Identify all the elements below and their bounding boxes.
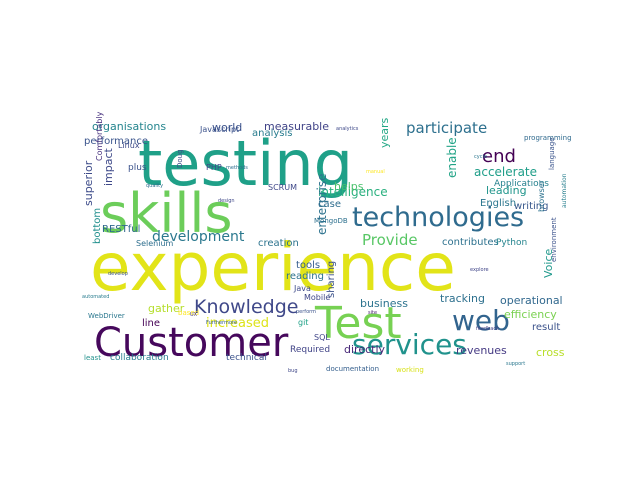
word-contributes: contributes: [442, 237, 499, 248]
word-creation: creation: [258, 238, 299, 249]
word-develop: develop: [108, 271, 128, 277]
word-doug: Doug: [176, 149, 184, 168]
word-performance: performance: [84, 136, 148, 147]
word-methods: methods: [226, 165, 248, 171]
word-analysis: analysis: [252, 128, 293, 139]
word-working: working: [396, 366, 424, 374]
word-enable: enable: [445, 137, 459, 178]
word-efficiency: efficiency: [504, 308, 557, 321]
word-accelerate: accelerate: [474, 165, 537, 179]
word-gather: gather: [148, 302, 185, 315]
word-browser: browser: [537, 179, 546, 212]
word-tracking: tracking: [440, 292, 485, 305]
word-sharing: sharing: [326, 261, 337, 298]
word-intelligence: intelligence: [318, 185, 388, 199]
word-writing: writing: [514, 201, 548, 212]
word-based: based: [178, 309, 199, 317]
word-design: design: [218, 198, 235, 204]
word-php: PHP: [206, 163, 222, 172]
word-cycle: cycle: [474, 154, 487, 160]
word-python: Python: [496, 238, 527, 248]
word-javascript: Javascript: [199, 125, 239, 134]
word-cross: cross: [536, 346, 565, 359]
word-java: Java: [293, 284, 311, 293]
word-web: web: [452, 304, 510, 337]
word-analytics: analytics: [336, 126, 359, 132]
word-organisations: organisations: [92, 120, 166, 133]
word-furthermore: Furthermore: [206, 320, 237, 326]
word-required: Required: [290, 345, 330, 355]
word-least: least: [84, 354, 101, 362]
word-services: services: [352, 328, 467, 361]
word-environment: environment: [550, 217, 558, 262]
word-development: development: [152, 229, 245, 245]
word-leading: leading: [486, 184, 527, 197]
word-bottom: bottom: [92, 208, 103, 244]
word-world: world: [212, 121, 242, 134]
word-provide: Provide: [362, 231, 418, 249]
word-reading: reading: [286, 271, 324, 282]
word-operational: operational: [500, 294, 563, 307]
word-increased: increased: [206, 316, 269, 331]
word-bug: bug: [288, 368, 298, 374]
cloud-panel: [80, 120, 570, 364]
word-english: English: [480, 198, 516, 209]
word-support: support: [506, 361, 525, 367]
word-case: case: [318, 199, 341, 210]
word-selenium: Selenium: [136, 239, 174, 248]
word-knowledge: Knowledge: [194, 296, 298, 318]
word-programming: programming: [524, 134, 572, 142]
word-customer: Customer: [94, 320, 289, 366]
word-automated: automated: [82, 294, 109, 300]
word-test: Test: [314, 298, 402, 349]
word-technologies: technologies: [352, 202, 524, 233]
word-ux: UX: [190, 312, 198, 318]
word-manual: manual: [366, 169, 385, 175]
word-restful: RESTful: [102, 224, 140, 235]
word-scrum: SCRUM: [268, 183, 297, 192]
word-directly: directly: [344, 343, 386, 356]
word-linux: Linux: [118, 141, 140, 150]
word-testing: testing: [138, 127, 353, 200]
word-skills: skills: [100, 182, 233, 245]
word-automation: automation: [561, 173, 568, 208]
word-superior: superior: [82, 160, 95, 206]
word-tools: tools: [296, 260, 320, 271]
word-mobile: Mobile: [304, 293, 330, 302]
word-webdriver: WebDriver: [88, 312, 125, 320]
word-comfortably: Comfortably: [95, 111, 104, 161]
word-experience: experience: [90, 229, 456, 306]
word-explore: explore: [470, 267, 489, 273]
word-participate: participate: [406, 119, 487, 137]
word-applications: Applications: [494, 179, 549, 189]
word-end: end: [482, 146, 516, 167]
word-business: business: [360, 297, 408, 310]
word-documentation: documentation: [326, 365, 379, 373]
word-revenues: revenues: [456, 344, 507, 357]
word-measurable: measurable: [264, 120, 329, 133]
word-technical: technical: [226, 353, 267, 363]
word-mongodb: MongoDB: [314, 217, 348, 225]
word-collaboration: collaboration: [110, 353, 169, 363]
word-list: experiencetestingskillsTestCustomertechn…: [82, 111, 572, 374]
word-perform: perform: [296, 309, 316, 315]
word-git: git: [298, 318, 308, 327]
word-feedback: feedback: [476, 326, 499, 332]
word-site: site: [368, 310, 377, 316]
word-voice: Voice: [542, 248, 555, 278]
word-plus: plus: [128, 163, 147, 173]
word-helps: helps: [334, 180, 364, 193]
word-quality: quality: [146, 183, 163, 189]
word-result: result: [532, 322, 560, 333]
word-enterprise: enterprise: [315, 173, 329, 235]
word-years: years: [378, 117, 391, 148]
word-impact: impact: [102, 147, 115, 186]
word-language: language: [548, 137, 556, 170]
word-line: line: [142, 318, 160, 329]
word-sql: SQL: [314, 333, 330, 342]
